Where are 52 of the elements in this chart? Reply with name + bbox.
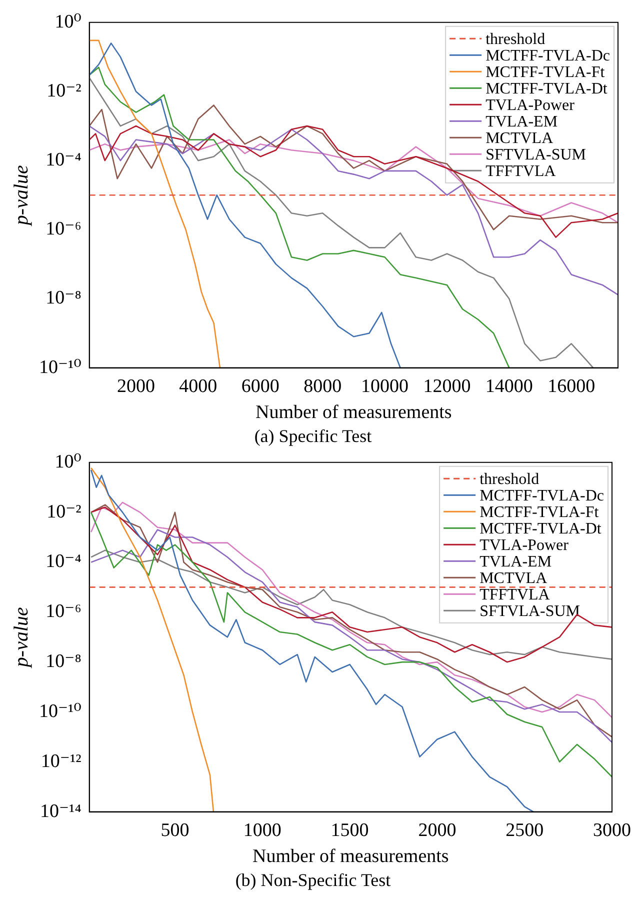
x-tick-label: 16000 <box>548 376 596 398</box>
legend-label: MCTVLA <box>480 570 548 587</box>
y-tick-label: 10⁻⁴ <box>46 150 82 171</box>
legend-label: TFFTVLA <box>480 586 550 604</box>
x-tick-label: 10000 <box>361 376 409 398</box>
x-tick-label: 1500 <box>330 820 369 842</box>
x-tick-label: 14000 <box>485 376 533 398</box>
legend-label: MCTFF-TVLA-Dt <box>480 520 602 538</box>
y-tick-label: 10⁻¹² <box>40 750 82 772</box>
legend-label: threshold <box>480 470 540 488</box>
y-tick-label: 10⁰ <box>54 11 82 32</box>
legend-label: TFFTVLA <box>486 162 556 180</box>
legend-label: TVLA-EM <box>486 113 558 130</box>
legend-label: MCTFF-TVLA-Dt <box>486 80 608 98</box>
legend-label: SFTVLA-SUM <box>480 602 580 620</box>
x-tick-label: 2000 <box>116 376 155 398</box>
y-tick-label: 10⁻¹⁰ <box>39 700 82 722</box>
y-tick-label: 10⁻² <box>46 80 82 102</box>
text: (a) Specific Test <box>254 426 372 446</box>
y-tick-label: 10⁻⁸ <box>46 288 82 309</box>
x-tick-label: 12000 <box>423 376 471 398</box>
y-axis-title: p-value <box>10 165 32 228</box>
x-tick-label: 3000 <box>593 820 631 842</box>
y-tick-label: 10⁻⁶ <box>46 601 82 622</box>
legend-label: MCTVLA <box>486 130 554 147</box>
legend-label: TVLA-Power <box>486 96 576 114</box>
x-tick-label: 6000 <box>241 376 280 398</box>
y-tick-label: 10⁰ <box>54 451 82 472</box>
y-tick-label: 10⁻⁶ <box>46 218 82 240</box>
text: (b) Non-Specific Test <box>235 870 391 890</box>
legend-label: MCTFF-TVLA-Ft <box>480 504 600 521</box>
x-axis-title: Number of measurements <box>252 846 449 867</box>
y-tick-label: 10⁻¹⁴ <box>40 800 82 822</box>
legend-label: TVLA-Power <box>480 536 570 554</box>
y-tick-label: 10⁻² <box>46 501 82 522</box>
y-tick-label: 10⁻⁸ <box>46 651 82 672</box>
legend-label: SFTVLA-SUM <box>486 146 586 164</box>
y-tick-label: 10⁻¹⁰ <box>39 356 82 378</box>
x-tick-label: 500 <box>160 820 190 842</box>
y-axis-title: p-value <box>10 607 32 670</box>
x-tick-label: 2000 <box>418 820 456 842</box>
x-tick-label: 1000 <box>243 820 282 842</box>
y-tick-label: 10⁻⁴ <box>46 551 82 572</box>
legend-label: MCTFF-TVLA-Ft <box>486 64 606 81</box>
legend-label: MCTFF-TVLA-Dc <box>486 47 610 64</box>
x-axis-title: Number of measurements <box>256 402 452 423</box>
x-tick-label: 8000 <box>304 376 342 398</box>
legend-label: MCTFF-TVLA-Dc <box>480 487 604 504</box>
x-tick-label: 4000 <box>179 376 218 398</box>
legend-label: TVLA-EM <box>480 553 552 570</box>
legend-label: threshold <box>486 30 546 48</box>
x-tick-label: 2500 <box>506 820 544 842</box>
